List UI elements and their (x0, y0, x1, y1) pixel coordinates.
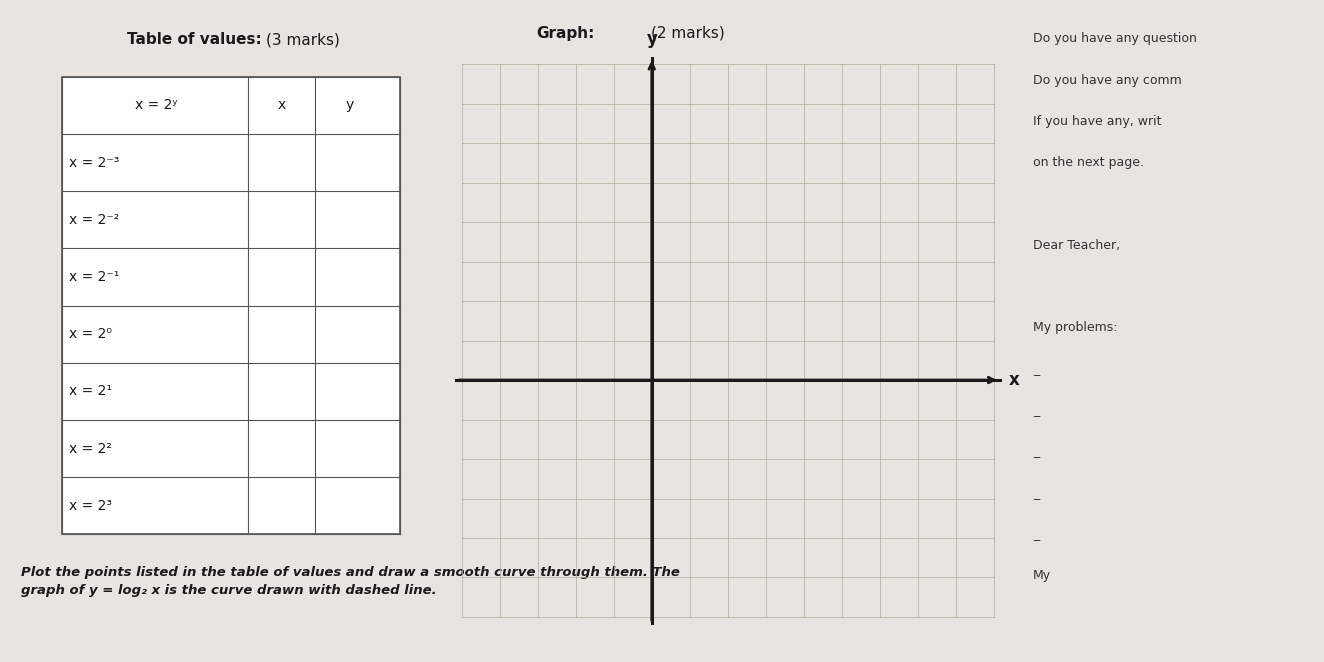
Text: (3 marks): (3 marks) (266, 32, 339, 47)
Text: x: x (1009, 371, 1019, 389)
Text: _: _ (1033, 404, 1039, 417)
Text: y: y (646, 30, 657, 48)
Text: y: y (346, 99, 354, 113)
Text: on the next page.: on the next page. (1033, 156, 1144, 169)
Text: _: _ (1033, 528, 1039, 541)
Text: _: _ (1033, 363, 1039, 376)
Text: My: My (1033, 569, 1051, 583)
Text: _: _ (1033, 487, 1039, 500)
Text: x = 2³: x = 2³ (69, 498, 111, 513)
Text: Do you have any comm: Do you have any comm (1033, 73, 1181, 87)
Text: x = 2⁻²: x = 2⁻² (69, 213, 119, 227)
Text: Plot the points listed in the table of values and draw a smooth curve through th: Plot the points listed in the table of v… (21, 566, 681, 597)
Text: x = 2⁰: x = 2⁰ (69, 327, 111, 341)
Text: Table of values:: Table of values: (127, 32, 262, 47)
Text: _: _ (1033, 446, 1039, 458)
Text: x: x (278, 99, 286, 113)
Text: Dear Teacher,: Dear Teacher, (1033, 239, 1120, 252)
Text: My problems:: My problems: (1033, 322, 1117, 334)
Text: x = 2⁻¹: x = 2⁻¹ (69, 270, 119, 284)
Text: x = 2²: x = 2² (69, 442, 111, 455)
Text: Do you have any question: Do you have any question (1033, 32, 1197, 45)
Text: x = 2¹: x = 2¹ (69, 385, 111, 399)
Text: x = 2⁻³: x = 2⁻³ (69, 156, 119, 169)
FancyBboxPatch shape (62, 77, 400, 534)
Text: If you have any, writ: If you have any, writ (1033, 115, 1161, 128)
Text: (2 marks): (2 marks) (650, 26, 724, 41)
Text: x = 2ʸ: x = 2ʸ (135, 99, 177, 113)
Text: Graph:: Graph: (536, 26, 594, 41)
